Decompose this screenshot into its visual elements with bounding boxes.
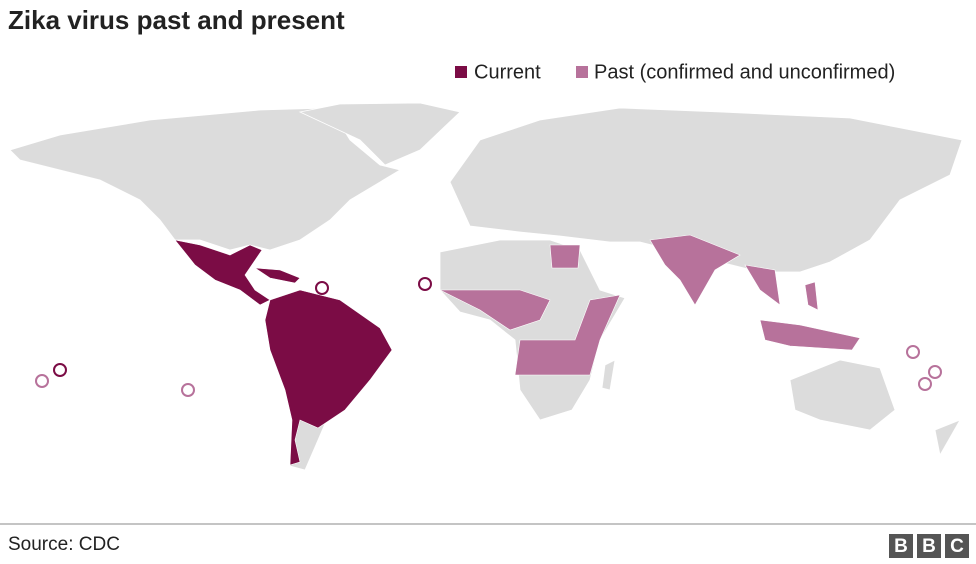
- new-zealand: [934, 419, 961, 457]
- egypt: [549, 244, 581, 269]
- central-east-africa: [514, 294, 621, 376]
- eurasia: [449, 107, 963, 273]
- island-marker: [906, 345, 920, 359]
- logo-block: [917, 534, 941, 558]
- legend-label: Current: [474, 61, 541, 83]
- island-marker: [35, 374, 49, 388]
- greenland: [298, 102, 461, 166]
- island-marker: [53, 363, 67, 377]
- mexico-central-america: [174, 239, 271, 306]
- island-marker: [418, 277, 432, 291]
- indonesia: [759, 319, 861, 351]
- south-america: [264, 289, 393, 466]
- west-africa: [439, 289, 551, 331]
- source: Source: CDC: [8, 534, 120, 555]
- island-marker: [918, 377, 932, 391]
- philippines: [804, 281, 819, 311]
- logo-letter: C: [950, 536, 964, 557]
- caribbean: [253, 267, 301, 284]
- world-map: [9, 102, 963, 471]
- madagascar: [601, 359, 616, 391]
- legend: Current Past (confirmed and unconfirmed): [455, 61, 895, 83]
- legend-swatch: [576, 66, 588, 78]
- logo-letter: B: [894, 536, 908, 557]
- logo-block: [889, 534, 913, 558]
- india: [649, 234, 741, 306]
- logo-block: [945, 534, 969, 558]
- australia: [789, 359, 896, 431]
- legend-label: Past (confirmed and unconfirmed): [594, 61, 895, 83]
- north-america: [9, 107, 402, 251]
- island-marker: [315, 281, 329, 295]
- island-marker: [928, 365, 942, 379]
- title: Zika virus past and present: [8, 5, 345, 35]
- legend-swatch: [455, 66, 467, 78]
- logo-letter: B: [922, 536, 936, 557]
- island-marker: [181, 383, 195, 397]
- bbc-logo: B B C: [889, 534, 969, 558]
- southeast-asia: [744, 264, 781, 306]
